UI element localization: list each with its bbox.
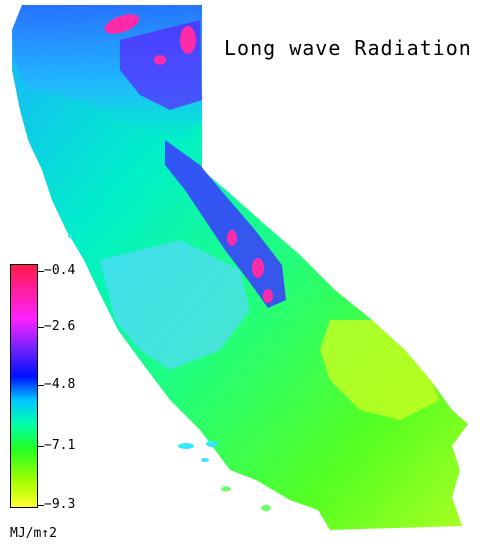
- legend-tick-label: −4.8: [44, 377, 76, 392]
- coast-band: [100, 240, 250, 370]
- island-6: [68, 234, 72, 238]
- legend-tick-label: −0.4: [44, 263, 76, 278]
- peak-sierra-1: [227, 230, 237, 246]
- legend-tick-label: −7.1: [44, 438, 76, 453]
- island-2: [206, 441, 218, 447]
- peak-shasta: [104, 14, 140, 34]
- legend-tick: [38, 505, 44, 506]
- island-4: [221, 486, 231, 492]
- legend-tick: [38, 271, 44, 272]
- island-5: [261, 505, 271, 511]
- desert-region: [320, 320, 440, 420]
- legend-tick-label: −9.3: [44, 497, 76, 512]
- legend-unit: MJ/m↑2: [10, 526, 57, 541]
- peak-lassen: [180, 26, 196, 54]
- peak-sierra-2: [252, 258, 264, 278]
- legend-tick-label: −2.6: [44, 319, 76, 334]
- legend-tick: [38, 385, 44, 386]
- legend-colorbar: [10, 264, 38, 508]
- peak-sierra-3: [263, 289, 273, 303]
- map-title: Long wave Radiation: [224, 36, 472, 60]
- peak-trinity: [154, 55, 166, 65]
- legend-tick: [38, 446, 44, 447]
- island-1: [178, 443, 194, 449]
- island-3: [201, 458, 209, 462]
- legend-tick: [38, 327, 44, 328]
